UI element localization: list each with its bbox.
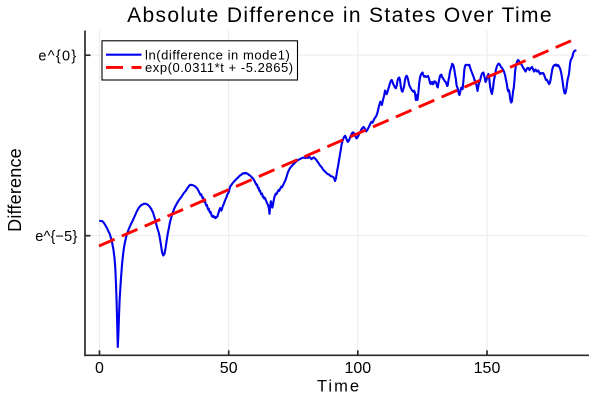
svg-text:100: 100 xyxy=(344,360,371,377)
svg-text:Time: Time xyxy=(317,378,361,396)
svg-text:150: 150 xyxy=(474,360,501,377)
svg-text:Difference: Difference xyxy=(5,148,25,232)
svg-text:e^{−5}: e^{−5} xyxy=(35,229,77,245)
svg-text:50: 50 xyxy=(220,360,238,377)
svg-text:e^{0}: e^{0} xyxy=(38,49,77,65)
svg-text:exp(0.0311*t + -5.2865): exp(0.0311*t + -5.2865) xyxy=(145,60,294,75)
svg-text:0: 0 xyxy=(95,360,104,377)
svg-text:Absolute Difference in States: Absolute Difference in States Over Time xyxy=(127,4,553,27)
svg-text:ln(difference in mode1): ln(difference in mode1) xyxy=(145,47,290,62)
